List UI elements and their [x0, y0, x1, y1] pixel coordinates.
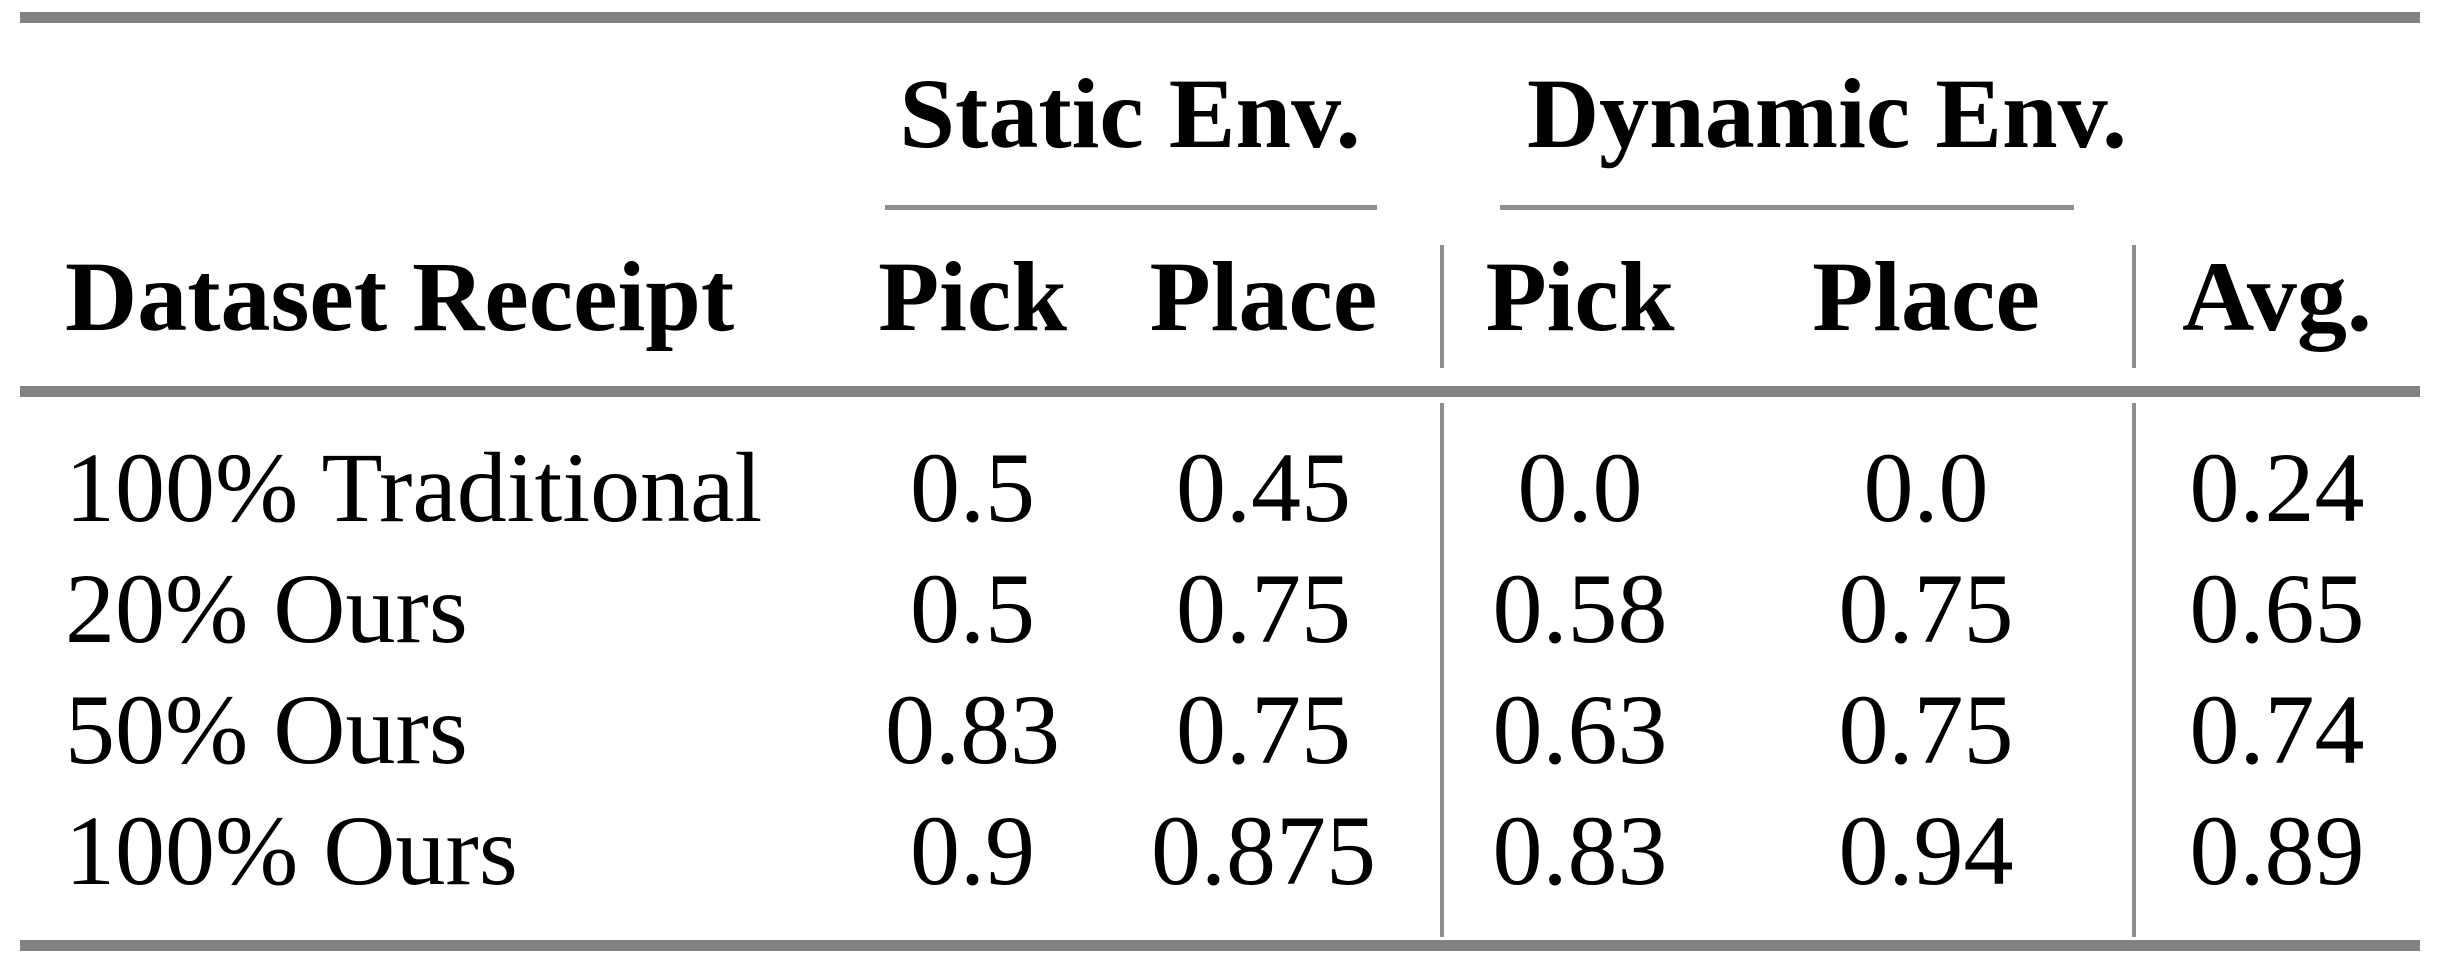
- cell-avg: 0.74: [2132, 669, 2420, 790]
- cell-static-pick: 0.5: [910, 553, 1035, 664]
- cell-static-place: 0.875: [1151, 795, 1376, 906]
- cell-avg: 0.24: [2132, 397, 2420, 548]
- cmidrule-dynamic: [1500, 205, 2075, 210]
- group-header-row: Static Env. Dynamic Env.: [20, 23, 2420, 232]
- cell-dynamic-pick: 0.58: [1440, 548, 1718, 669]
- group-header-static-env-label: Static Env.: [899, 58, 1361, 169]
- col-header-dynamic-place: Place: [1718, 232, 2135, 397]
- cell-dynamic-pick: 0.0: [1440, 397, 1718, 548]
- cell-dynamic-place: 0.75: [1838, 553, 2014, 664]
- row-label: 50% Ours: [65, 674, 468, 785]
- col-header-dataset-receipt: Dataset Receipt: [20, 232, 860, 397]
- row-label: 100% Traditional: [65, 432, 763, 543]
- cell-static-place: 0.75: [1176, 674, 1351, 785]
- col-header-static-place: Place: [1085, 232, 1442, 397]
- cell-static-pick: 0.9: [910, 795, 1035, 906]
- column-header-row: Dataset Receipt Pick Place Pick Place Av…: [20, 232, 2421, 397]
- cell-static-pick: 0.83: [885, 674, 1060, 785]
- table-row-100-traditional: 100% Traditional 0.5 0.45 0.0 0.0 0.24: [20, 397, 2420, 548]
- cell-avg: 0.89: [2132, 790, 2420, 940]
- table-row-100-ours: 100% Ours 0.9 0.875 0.83 0.94 0.89: [20, 790, 2420, 940]
- cell-dynamic-place: 0.0: [1863, 432, 1989, 543]
- cell-static-place: 0.75: [1176, 553, 1351, 664]
- group-header-dynamic-env: Dynamic Env.: [1442, 23, 2134, 232]
- cell-static-place: 0.45: [1176, 432, 1351, 543]
- group-header-dynamic-env-label: Dynamic Env.: [1526, 58, 2128, 169]
- cell-dynamic-pick: 0.83: [1440, 790, 1718, 940]
- cell-dynamic-pick: 0.63: [1440, 669, 1718, 790]
- cmidrule-static: [885, 205, 1377, 210]
- group-header-static-env: Static Env.: [860, 23, 1442, 232]
- col-header-avg: Avg.: [2132, 232, 2421, 397]
- group-header-spacer: [20, 23, 860, 232]
- cell-dynamic-place: 0.75: [1838, 674, 2014, 785]
- table-row-50-ours: 50% Ours 0.83 0.75 0.63 0.75 0.74: [20, 669, 2420, 790]
- cell-static-pick: 0.5: [910, 432, 1035, 543]
- table-row-20-ours: 20% Ours 0.5 0.75 0.58 0.75 0.65: [20, 548, 2420, 669]
- row-label: 20% Ours: [65, 553, 468, 664]
- group-header-avg-spacer: [2134, 23, 2420, 232]
- paper-table-figure: Static Env. Dynamic Env. Dataset Receipt…: [0, 12, 2440, 978]
- col-header-dynamic-pick: Pick: [1440, 232, 1718, 397]
- cell-avg: 0.65: [2132, 548, 2420, 669]
- row-label: 100% Ours: [65, 795, 518, 906]
- results-table: Static Env. Dynamic Env. Dataset Receipt…: [20, 12, 2421, 951]
- col-header-static-pick: Pick: [860, 232, 1085, 397]
- cell-dynamic-place: 0.94: [1838, 795, 2014, 906]
